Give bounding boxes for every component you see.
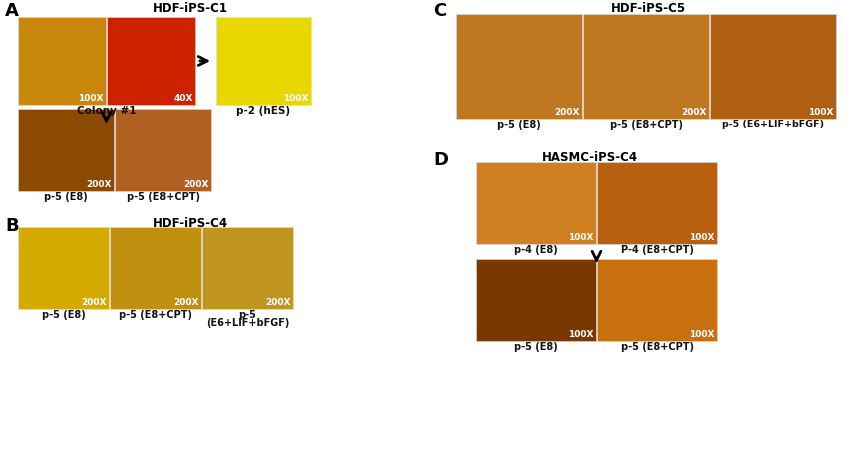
Text: A: A — [5, 2, 19, 20]
Text: p-5 (E8): p-5 (E8) — [497, 120, 541, 130]
Text: 200X: 200X — [174, 298, 199, 307]
Text: 100X: 100X — [569, 233, 594, 242]
Text: Colony #1: Colony #1 — [77, 106, 136, 116]
Text: p-5 (E8): p-5 (E8) — [42, 310, 86, 320]
Bar — [110, 227, 201, 309]
Bar — [476, 162, 596, 244]
Text: HDF-iPS-C1: HDF-iPS-C1 — [152, 2, 227, 15]
Text: P-4 (E8+CPT): P-4 (E8+CPT) — [621, 245, 693, 255]
Bar — [476, 259, 596, 341]
Text: p-2 (hES): p-2 (hES) — [237, 106, 291, 116]
Bar — [710, 14, 836, 119]
Text: p-5: p-5 — [239, 310, 256, 320]
Text: 200X: 200X — [266, 298, 291, 307]
Text: p-4 (E8): p-4 (E8) — [514, 245, 557, 255]
Text: C: C — [433, 2, 446, 20]
Text: p-5 (E8): p-5 (E8) — [514, 342, 557, 352]
Text: 100X: 100X — [569, 330, 594, 339]
Bar — [18, 227, 109, 309]
Text: 200X: 200X — [555, 108, 580, 117]
Text: 200X: 200X — [86, 180, 112, 189]
Text: p-5 (E8+CPT): p-5 (E8+CPT) — [610, 120, 682, 130]
Text: HDF-iPS-C4: HDF-iPS-C4 — [152, 217, 227, 230]
Text: (E6+LIF+bFGF): (E6+LIF+bFGF) — [206, 318, 289, 328]
Text: D: D — [433, 151, 448, 169]
Bar — [202, 227, 293, 309]
Text: 100X: 100X — [79, 94, 104, 103]
Text: HDF-iPS-C5: HDF-iPS-C5 — [610, 2, 686, 15]
Text: p-5 (E8+CPT): p-5 (E8+CPT) — [621, 342, 693, 352]
Text: 200X: 200X — [81, 298, 107, 307]
Text: HASMC-iPS-C4: HASMC-iPS-C4 — [542, 151, 638, 164]
Text: p-5 (E8+CPT): p-5 (E8+CPT) — [127, 192, 199, 202]
Bar — [597, 259, 717, 341]
Bar — [597, 162, 717, 244]
Text: p-5 (E6+LIF+bFGF): p-5 (E6+LIF+bFGF) — [722, 120, 824, 129]
Text: 200X: 200X — [184, 180, 209, 189]
Text: B: B — [5, 217, 19, 235]
Bar — [18, 109, 114, 191]
Text: 100X: 100X — [809, 108, 834, 117]
Bar — [216, 17, 311, 105]
Text: 100X: 100X — [689, 233, 715, 242]
Text: p-5 (E8): p-5 (E8) — [44, 192, 88, 202]
Text: p-5 (E8+CPT): p-5 (E8+CPT) — [119, 310, 192, 320]
Text: 40X: 40X — [174, 94, 193, 103]
Bar — [456, 14, 582, 119]
Bar — [583, 14, 709, 119]
Bar — [107, 17, 195, 105]
Text: 100X: 100X — [689, 330, 715, 339]
Text: 200X: 200X — [681, 108, 707, 117]
Text: 100X: 100X — [284, 94, 309, 103]
Bar — [115, 109, 211, 191]
Bar — [18, 17, 106, 105]
